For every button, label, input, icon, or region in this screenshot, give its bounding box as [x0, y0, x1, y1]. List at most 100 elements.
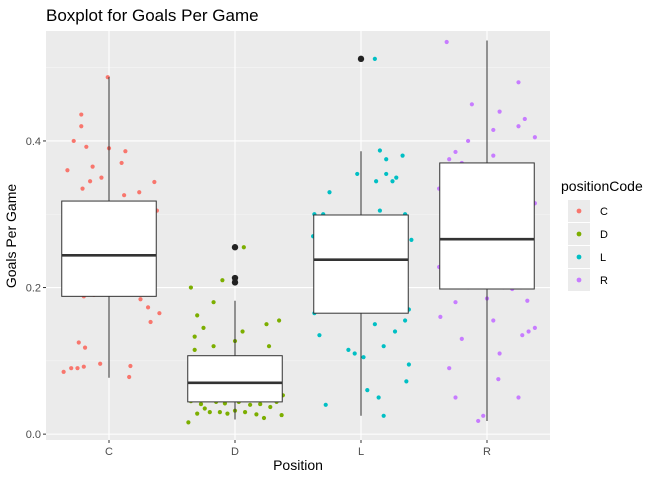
data-point-l [409, 238, 413, 242]
data-point-d [211, 300, 215, 304]
data-point-l [317, 333, 321, 337]
data-point-d [280, 413, 284, 417]
data-point-r [516, 80, 520, 84]
outlier-point [232, 244, 238, 250]
data-point-d [193, 335, 197, 339]
data-point-r [466, 139, 470, 143]
data-point-l [365, 388, 369, 392]
outlier-point [358, 56, 364, 62]
data-point-c [146, 305, 150, 309]
data-point-l [384, 157, 388, 161]
legend-label: C [600, 206, 608, 218]
legend-dot [577, 255, 582, 260]
y-tick-label: 0.0 [26, 429, 41, 441]
box-iqr [440, 163, 535, 289]
data-point-c [80, 186, 84, 190]
outlier-point [232, 279, 238, 285]
data-point-d [189, 285, 193, 289]
y-axis-title: Goals Per Game [3, 184, 19, 288]
data-point-r [533, 326, 537, 330]
data-point-c [77, 340, 81, 344]
data-point-r [526, 329, 530, 333]
data-point-d [211, 344, 215, 348]
legend-dot [577, 278, 582, 283]
data-point-l [382, 414, 386, 418]
data-point-c [137, 190, 141, 194]
data-point-d [243, 410, 247, 414]
data-point-c [84, 145, 88, 149]
data-point-c [148, 320, 152, 324]
data-point-l [324, 403, 328, 407]
data-point-d [268, 405, 272, 409]
data-point-c [157, 311, 161, 315]
data-point-d [220, 278, 224, 282]
y-tick-label: 0.4 [26, 136, 41, 148]
data-point-c [88, 179, 92, 183]
data-point-c [98, 362, 102, 366]
data-point-r [491, 318, 495, 322]
data-point-l [390, 179, 394, 183]
data-point-r [460, 337, 464, 341]
data-point-r [491, 128, 495, 132]
data-point-r [453, 300, 457, 304]
data-point-l [377, 395, 381, 399]
data-point-c [69, 366, 73, 370]
legend-dot [577, 209, 582, 214]
legend-label: L [600, 252, 606, 264]
data-point-l [403, 318, 407, 322]
data-point-l [393, 329, 397, 333]
data-point-c [138, 297, 142, 301]
data-point-r [498, 110, 502, 114]
data-point-r [438, 315, 442, 319]
data-point-r [496, 377, 500, 381]
data-point-c [152, 180, 156, 184]
data-point-l [378, 148, 382, 152]
legend-item-l: L [568, 246, 606, 268]
y-tick-label: 0.2 [26, 283, 41, 295]
data-point-c [82, 365, 86, 369]
x-tick-label: L [358, 446, 364, 458]
data-point-c [120, 161, 124, 165]
x-tick-label: R [483, 446, 491, 458]
data-point-r [516, 395, 520, 399]
data-point-d [199, 402, 203, 406]
data-point-r [453, 395, 457, 399]
data-point-r [470, 102, 474, 106]
data-point-r [453, 150, 457, 154]
data-point-c [62, 370, 66, 374]
data-point-c [128, 364, 132, 368]
data-point-d [218, 410, 222, 414]
data-point-l [373, 322, 377, 326]
data-point-d [201, 326, 205, 330]
data-point-c [91, 165, 95, 169]
data-point-c [127, 375, 131, 379]
data-point-d [242, 245, 246, 249]
data-point-d [264, 322, 268, 326]
y-axis: 0.0 0.2 0.4 [26, 136, 46, 441]
legend-label: R [600, 275, 608, 287]
box-iqr [314, 215, 409, 313]
data-point-r [498, 351, 502, 355]
data-point-c [83, 346, 87, 350]
data-point-l [374, 179, 378, 183]
data-point-d [277, 318, 281, 322]
legend-label: D [600, 229, 608, 241]
data-point-c [72, 139, 76, 143]
data-point-d [195, 313, 199, 317]
data-point-c [123, 149, 127, 153]
data-point-d [240, 329, 244, 333]
legend-dot [577, 232, 582, 237]
data-point-l [394, 175, 398, 179]
legend-item-r: R [568, 269, 608, 291]
box-iqr [62, 201, 157, 296]
data-point-l [355, 172, 359, 176]
data-point-l [407, 362, 411, 366]
data-point-d [195, 412, 199, 416]
data-point-d [225, 412, 229, 416]
data-point-r [445, 40, 449, 44]
x-tick-label: D [231, 446, 239, 458]
data-point-l [378, 208, 382, 212]
data-point-d [254, 412, 258, 416]
